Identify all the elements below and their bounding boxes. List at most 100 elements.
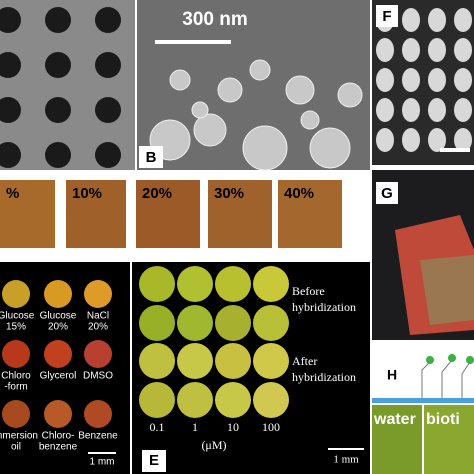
pillar (402, 8, 420, 32)
spot (253, 266, 289, 302)
hole (0, 7, 21, 33)
pillar (376, 68, 394, 92)
spot (44, 280, 72, 308)
film-square (208, 180, 272, 248)
biotin (426, 356, 434, 364)
spot (215, 382, 251, 418)
grain (285, 75, 315, 105)
scale-bar (155, 40, 231, 44)
spot-label: DMSO (83, 371, 113, 382)
hole (95, 52, 121, 78)
pillar (428, 8, 446, 32)
hole (95, 97, 121, 123)
spot (139, 382, 175, 418)
spot-label: mmersion (0, 431, 38, 442)
spot (215, 305, 251, 341)
spot (215, 266, 251, 302)
grain (217, 77, 243, 103)
grain (193, 113, 227, 147)
spot (84, 280, 112, 308)
unit: (μM) (201, 438, 226, 452)
hole (45, 7, 71, 33)
spot-label: Chloro- (42, 431, 75, 442)
spot (177, 382, 213, 418)
pillar (454, 8, 472, 32)
image-water (372, 405, 422, 474)
spot-label: 15% (6, 322, 26, 333)
spot (2, 280, 30, 308)
biotin (448, 354, 456, 362)
spot-label: Benzene (78, 431, 118, 442)
pillar (428, 98, 446, 122)
scale-text: 300 nm (182, 9, 247, 30)
biotin (466, 356, 474, 364)
hole (45, 142, 71, 168)
row-label: hybridization (292, 300, 356, 314)
scale-bar (440, 148, 470, 152)
image-label: bioti (426, 411, 460, 428)
spot-label: benzene (39, 442, 78, 453)
pillar (402, 68, 420, 92)
film-square (66, 180, 126, 248)
spot (84, 340, 112, 368)
spot (177, 343, 213, 379)
substrate (372, 398, 474, 403)
film-square (278, 180, 342, 248)
spot-label: -form (4, 382, 27, 393)
pillar (428, 38, 446, 62)
panel-label: H (387, 367, 397, 383)
film-label: 40% (284, 185, 314, 202)
grain (309, 127, 351, 169)
scale-bar (328, 448, 364, 450)
hole (45, 97, 71, 123)
spot (2, 340, 30, 368)
pillar (428, 128, 446, 152)
pillar (454, 68, 472, 92)
film-label: 10% (72, 185, 102, 202)
film-label: 30% (214, 185, 244, 202)
pillar (402, 98, 420, 122)
pillars (376, 8, 472, 152)
label-box (139, 146, 163, 168)
spot (139, 343, 175, 379)
solvent-spots: Glucose15%Glucose20%NaCl20%Chloro-formGl… (0, 280, 118, 453)
film-highlight (420, 255, 474, 325)
spot-label: Glycerol (40, 371, 77, 382)
spot-label: NaCl (87, 311, 109, 322)
spot (253, 382, 289, 418)
spot (215, 343, 251, 379)
film-label: % (6, 185, 19, 202)
conc-label: 10 (227, 420, 239, 434)
spot (44, 340, 72, 368)
spot (2, 400, 30, 428)
spot (44, 400, 72, 428)
label-box (376, 182, 398, 204)
grain (337, 82, 363, 108)
image-label: water (373, 411, 416, 428)
label-box (142, 450, 166, 472)
spot (84, 400, 112, 428)
grain (249, 59, 271, 81)
panel-h (372, 345, 474, 405)
panel-label: E (149, 452, 159, 469)
spot (177, 266, 213, 302)
linkers (421, 359, 471, 398)
scale-text: 1 mm (90, 457, 115, 468)
pillar (454, 38, 472, 62)
spot (253, 305, 289, 341)
hole (95, 7, 121, 33)
panel-label: B (146, 149, 157, 166)
pillar (402, 128, 420, 152)
label-box (376, 5, 398, 27)
hole (0, 52, 21, 78)
pillar (428, 68, 446, 92)
dna-spots: 0.1 1 10 100 (139, 266, 289, 434)
pillar (376, 128, 394, 152)
conc-label: 1 (192, 420, 198, 434)
grains (149, 59, 363, 171)
pillar (454, 128, 472, 152)
pillar (376, 38, 394, 62)
spot-label: Glucose (40, 311, 77, 322)
scale-bar (88, 452, 116, 454)
spot-label: oil (11, 442, 21, 453)
